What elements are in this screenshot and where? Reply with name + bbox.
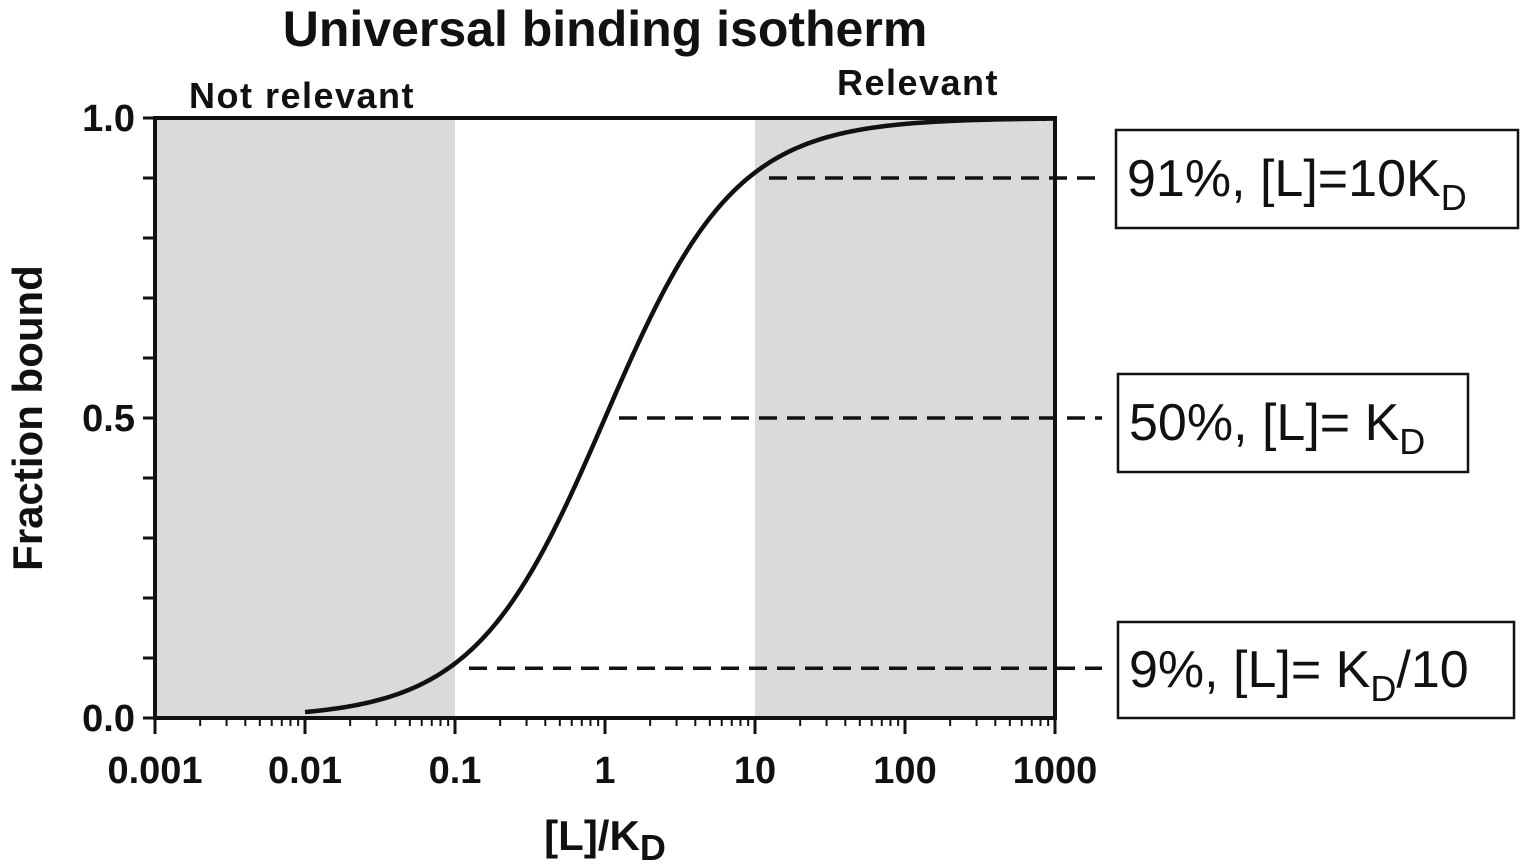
y-tick-label: 1.0 xyxy=(82,98,135,140)
callout-box-3 xyxy=(1116,620,1516,720)
y-tick-label: 0.0 xyxy=(82,698,135,740)
binding-curve xyxy=(304,116,1056,715)
x-tick-label: 1 xyxy=(594,750,615,792)
region-label-1: Not relevant xyxy=(189,75,415,116)
chart-title: Universal binding isotherm xyxy=(283,1,928,57)
callout-subscript: D xyxy=(1399,421,1425,462)
y-tick-label: 0.5 xyxy=(82,398,135,440)
x-tick-label: 1000 xyxy=(1013,750,1098,792)
y-axis-title: Fraction bound xyxy=(4,265,51,571)
x-axis-title: [L]/KD xyxy=(544,812,666,865)
x-axis-title-main: [L]/K xyxy=(544,812,640,859)
callout-part: 50%, [L]= K xyxy=(1129,394,1400,452)
callout-box-2 xyxy=(1116,372,1470,474)
region-label-2: Relevant xyxy=(837,62,999,103)
shaded-region-1 xyxy=(155,118,455,718)
x-tick-label: 100 xyxy=(873,750,936,792)
x-tick-label: 0.01 xyxy=(268,750,342,792)
callout-box-1 xyxy=(1114,128,1520,230)
callout-part: 9%, [L]= K xyxy=(1129,641,1371,699)
callout-part: 91%, [L]=10K xyxy=(1127,150,1441,208)
x-tick-label: 0.1 xyxy=(429,750,482,792)
x-axis-title-sub: D xyxy=(640,827,666,865)
x-tick-label: 0.001 xyxy=(107,750,202,792)
x-tick-label: 10 xyxy=(734,750,776,792)
callout-subscript: D xyxy=(1441,177,1467,218)
shaded-regions: Not relevant Relevant xyxy=(155,62,1055,718)
callout-text-2: 50%, [L]= KD xyxy=(1129,394,1425,462)
callout-text-3: 9%, [L]= KD/10 xyxy=(1129,641,1469,709)
callout-subscript: D xyxy=(1370,668,1396,709)
callout-text-1: 91%, [L]=10KD xyxy=(1127,150,1467,218)
curve-layer xyxy=(304,116,1056,715)
axes: 0.0 0.5 1.0 0.001 0.01 0.1 1 10 100 1000 xyxy=(82,98,1097,792)
callout-part: /10 xyxy=(1396,641,1468,699)
